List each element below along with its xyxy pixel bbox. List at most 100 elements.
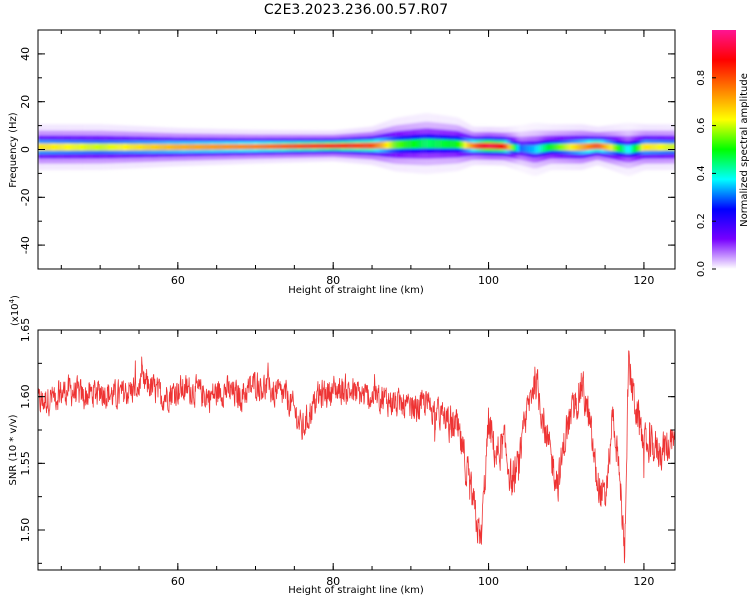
- colorbar-ticks: 0.0 0.2 0.4 0.6 0.8: [696, 70, 716, 277]
- spectral-cell: [572, 143, 577, 151]
- spectral-cell: [432, 139, 437, 149]
- spectral-cell: [308, 143, 313, 149]
- spectral-cell: [299, 143, 303, 149]
- spectral-cell: [656, 143, 661, 151]
- spectral-cell: [379, 141, 384, 149]
- spectral-cell: [445, 139, 449, 149]
- spectral-cell: [519, 144, 524, 153]
- spectral-cell: [488, 142, 493, 149]
- spectral-cell: [149, 143, 154, 151]
- spectral-cell: [640, 143, 645, 151]
- spectral-cell: [47, 143, 52, 151]
- spectral-cell: [668, 143, 673, 151]
- spectral-cell: [448, 139, 452, 149]
- spectral-cell: [205, 144, 210, 150]
- spectral-cell: [348, 143, 353, 149]
- spectral-cell: [631, 144, 636, 153]
- spectral-cell: [41, 143, 45, 151]
- spectral-cell: [516, 144, 521, 152]
- spectrogram-y-tick-label: -40: [19, 236, 32, 254]
- spectral-cell: [615, 144, 620, 152]
- colorbar: 0.0 0.2 0.4 0.6 0.8 Normalized spectral ampl…: [696, 30, 750, 277]
- spectral-cell: [482, 142, 487, 149]
- spectral-cell: [581, 143, 586, 151]
- spectral-cell: [566, 143, 570, 151]
- spectral-cell: [339, 143, 344, 149]
- spectrogram-panel: 60 80 100 120 -40 -20 0 20 40 Height of straight…: [8, 29, 676, 296]
- colorbar-tick-label: 0.4: [696, 165, 707, 181]
- spectral-cell: [373, 142, 378, 149]
- spectrogram-y-tick-label: 20: [19, 95, 32, 109]
- spectral-cell: [345, 143, 350, 149]
- spectral-cell: [342, 143, 347, 149]
- spectral-cell: [634, 144, 639, 153]
- colorbar-tick-label: 0.8: [696, 70, 707, 86]
- spectral-cell: [59, 143, 64, 151]
- spectral-cell: [407, 139, 412, 149]
- spectrogram-y-tick-label: 0: [19, 146, 32, 153]
- spectral-cell: [594, 142, 598, 150]
- spectral-cell: [376, 142, 381, 149]
- spectral-cell: [550, 143, 555, 151]
- spectral-cell: [106, 143, 111, 151]
- spectral-cell: [413, 139, 418, 149]
- spectral-cell: [544, 144, 549, 152]
- spectral-cell: [354, 143, 359, 149]
- spectral-cell: [50, 143, 55, 151]
- spectral-cell: [314, 143, 319, 149]
- spectral-cell: [603, 143, 608, 151]
- spectral-cell: [556, 143, 561, 151]
- spectral-cell: [441, 139, 446, 149]
- spectral-cell: [553, 143, 558, 151]
- spectral-cell: [239, 144, 244, 150]
- spectral-cell: [177, 144, 182, 151]
- spectral-cell: [215, 144, 219, 150]
- spectral-cell: [295, 143, 300, 149]
- spectral-cell: [292, 143, 297, 149]
- spectral-cell: [622, 144, 626, 153]
- spectral-cell: [277, 143, 281, 149]
- spectral-cell: [199, 144, 204, 150]
- snr-plot-area: [38, 330, 675, 570]
- spectral-cell: [264, 143, 269, 150]
- colorbar-label: Normalized spectral amplitude: [739, 73, 750, 227]
- spectral-cell: [417, 139, 421, 149]
- spectral-cell: [513, 144, 518, 152]
- spectrogram-x-tick-label: 100: [478, 274, 499, 287]
- spectral-cell: [75, 143, 79, 151]
- spectral-cell: [62, 143, 67, 151]
- spectral-cell: [131, 143, 135, 151]
- spectral-cell: [283, 143, 288, 149]
- spectral-cell: [320, 143, 325, 149]
- spectral-cell: [485, 142, 490, 149]
- spectral-cell: [109, 143, 114, 151]
- snr-y-multiplier-prefix: (x10: [10, 303, 21, 326]
- snr-x-tick-label: 60: [171, 575, 185, 588]
- spectral-cell: [128, 143, 132, 151]
- spectral-cell: [69, 143, 73, 151]
- spectrogram-x-tick-label: 60: [171, 274, 185, 287]
- spectral-cell: [423, 138, 428, 149]
- spectral-cell: [221, 144, 226, 150]
- spectrogram-y-label: Frequency (Hz): [8, 112, 19, 188]
- snr-y-multiplier-suffix: ): [10, 295, 21, 299]
- spectral-cell: [662, 143, 667, 151]
- spectral-cell: [504, 143, 508, 150]
- spectral-cell: [252, 144, 257, 150]
- spectral-cell: [438, 139, 443, 149]
- spectral-cell: [451, 139, 455, 149]
- spectral-cell: [591, 143, 595, 150]
- spectral-cell: [187, 144, 191, 150]
- spectral-cell: [84, 143, 89, 151]
- spectral-cell: [196, 144, 201, 150]
- spectrogram-ticks: 60 80 100 120 -40 -20 0 20 40: [19, 29, 675, 287]
- spectral-cell: [230, 144, 235, 150]
- spectral-cell: [162, 144, 166, 151]
- spectral-cell: [286, 143, 291, 149]
- snr-x-label: Height of straight line (km): [288, 585, 424, 596]
- spectral-cell: [619, 144, 623, 153]
- spectral-cell: [473, 142, 477, 149]
- spectral-cell: [323, 143, 328, 149]
- spectral-cell: [249, 144, 254, 150]
- spectral-cell: [212, 144, 216, 150]
